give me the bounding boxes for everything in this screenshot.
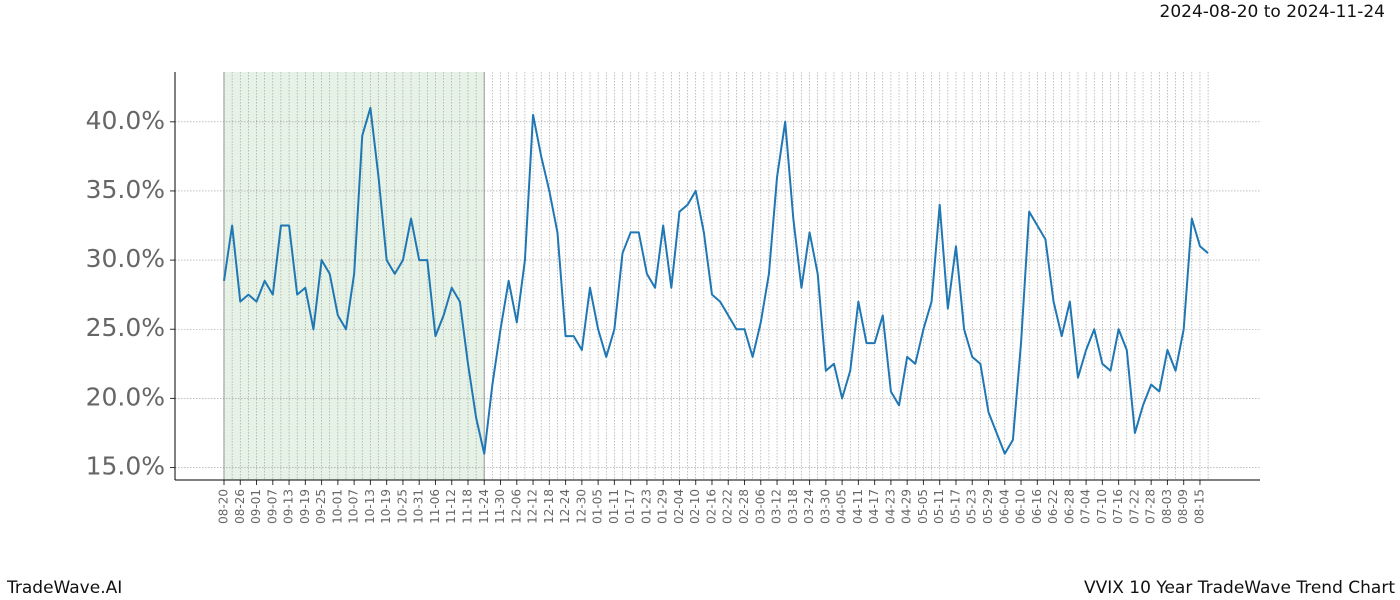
- x-tick-label: 07-04: [1079, 489, 1093, 524]
- y-tick-label: 20.0%: [86, 382, 165, 411]
- x-tick-label: 12-30: [574, 489, 588, 524]
- x-tick-label: 03-06: [753, 489, 767, 524]
- x-tick-label: 06-22: [1046, 489, 1060, 524]
- x-tick-label: 02-22: [721, 489, 735, 524]
- date-range: 2024-08-20 to 2024-11-24: [1160, 2, 1385, 22]
- x-tick-label: 07-10: [1095, 489, 1109, 524]
- x-tick-label: 04-29: [900, 489, 914, 524]
- chart-name: VVIX 10 Year TradeWave Trend Chart: [1084, 578, 1395, 598]
- x-tick-label: 06-10: [1014, 489, 1028, 524]
- y-tick-label: 35.0%: [86, 175, 165, 204]
- x-tick-label: 07-28: [1144, 489, 1158, 524]
- x-tick-label: 08-15: [1192, 489, 1206, 524]
- x-tick-label: 09-07: [265, 489, 279, 524]
- x-tick-label: 10-13: [363, 489, 377, 524]
- x-tick-label: 10-25: [395, 489, 409, 524]
- x-tick-label: 01-11: [607, 489, 621, 524]
- x-tick-label: 12-12: [526, 489, 540, 524]
- x-tick-label: 10-19: [379, 489, 393, 524]
- x-tick-label: 05-29: [981, 489, 995, 524]
- series-line: [223, 106, 1209, 455]
- x-tick-label: 10-07: [347, 489, 361, 524]
- x-tick-label: 09-25: [314, 489, 328, 524]
- x-tick-label: 12-06: [509, 489, 523, 524]
- x-tick-label: 01-17: [623, 489, 637, 524]
- x-tick-label: 09-19: [298, 489, 312, 524]
- x-tick-label: 06-16: [1030, 489, 1044, 524]
- x-tick-label: 06-04: [997, 489, 1011, 524]
- x-tick-label: 05-17: [948, 489, 962, 524]
- x-tick-label: 11-18: [460, 489, 474, 524]
- x-tick-label: 05-05: [916, 489, 930, 524]
- y-tick-label: 15.0%: [86, 452, 165, 481]
- x-tick-label: 11-12: [444, 489, 458, 524]
- x-tick-label: 03-12: [770, 489, 784, 524]
- y-tick-label: 40.0%: [86, 106, 165, 135]
- x-tick-label: 11-24: [477, 489, 491, 524]
- x-tick-label: 11-06: [428, 489, 442, 524]
- x-tick-label: 08-26: [233, 489, 247, 524]
- x-tick-label: 06-28: [1062, 489, 1076, 524]
- x-tick-label: 10-31: [412, 489, 426, 524]
- x-tick-label: 09-01: [249, 489, 263, 524]
- x-tick-label: 12-24: [558, 489, 572, 524]
- x-tick-label: 11-30: [493, 489, 507, 524]
- x-tick-label: 08-20: [217, 489, 231, 524]
- x-tick-label: 07-22: [1127, 489, 1141, 524]
- x-tick-label: 03-24: [802, 489, 816, 524]
- x-tick-label: 03-30: [818, 489, 832, 524]
- y-tick-label: 25.0%: [86, 313, 165, 342]
- x-tick-label: 05-23: [965, 489, 979, 524]
- x-tick-label: 01-29: [656, 489, 670, 524]
- x-tick-label: 09-13: [282, 489, 296, 524]
- x-tick-label: 02-16: [704, 489, 718, 524]
- x-tick-label: 02-28: [737, 489, 751, 524]
- x-tick-label: 04-11: [851, 489, 865, 524]
- x-tick-label: 02-10: [688, 489, 702, 524]
- x-tick-label: 10-01: [330, 489, 344, 524]
- x-tick-label: 08-03: [1160, 489, 1174, 524]
- x-tick-label: 12-18: [542, 489, 556, 524]
- x-tick-label: 01-23: [639, 489, 653, 524]
- y-tick-label: 30.0%: [86, 244, 165, 273]
- x-tick-label: 04-05: [835, 489, 849, 524]
- x-tick-label: 04-23: [883, 489, 897, 524]
- x-tick-label: 08-09: [1176, 489, 1190, 524]
- x-tick-label: 02-04: [672, 489, 686, 524]
- x-tick-label: 04-17: [867, 489, 881, 524]
- brand: TradeWave.AI: [6, 578, 122, 598]
- x-tick-label: 05-11: [932, 489, 946, 524]
- x-tick-label: 03-18: [786, 489, 800, 524]
- x-tick-label: 07-16: [1111, 489, 1125, 524]
- x-tick-label: 01-05: [591, 489, 605, 524]
